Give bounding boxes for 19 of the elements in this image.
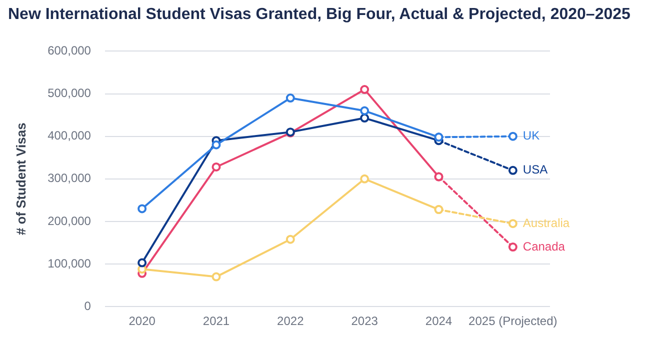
series-label: Australia (522, 216, 570, 230)
y-tick-label: 100,000 (48, 256, 92, 270)
series-label: USA (522, 162, 548, 177)
x-tick-label: 2021 (202, 314, 230, 328)
x-tick-label: 2020 (128, 314, 156, 328)
x-tick-label: 2025 (Projected) (468, 314, 558, 328)
chart-title: New International Student Visas Granted, Big Four, Actual & Projected, 2020–2025 (8, 6, 630, 24)
series-label: UK (522, 128, 540, 143)
series-label: Canada (522, 239, 566, 254)
x-tick-label: 2022 (277, 314, 304, 328)
y-tick-label: 400,000 (48, 128, 92, 143)
x-tick-label: 2024 (425, 314, 452, 328)
y-tick-label: 600,000 (48, 44, 92, 58)
y-tick-label: 200,000 (48, 214, 92, 228)
y-tick-label: 300,000 (48, 171, 92, 186)
x-tick-label: 2023 (351, 314, 378, 328)
y-tick-label: 500,000 (48, 86, 92, 100)
y-axis-title: # of Student Visas (13, 122, 28, 236)
y-tick-label: 0 (84, 298, 92, 313)
